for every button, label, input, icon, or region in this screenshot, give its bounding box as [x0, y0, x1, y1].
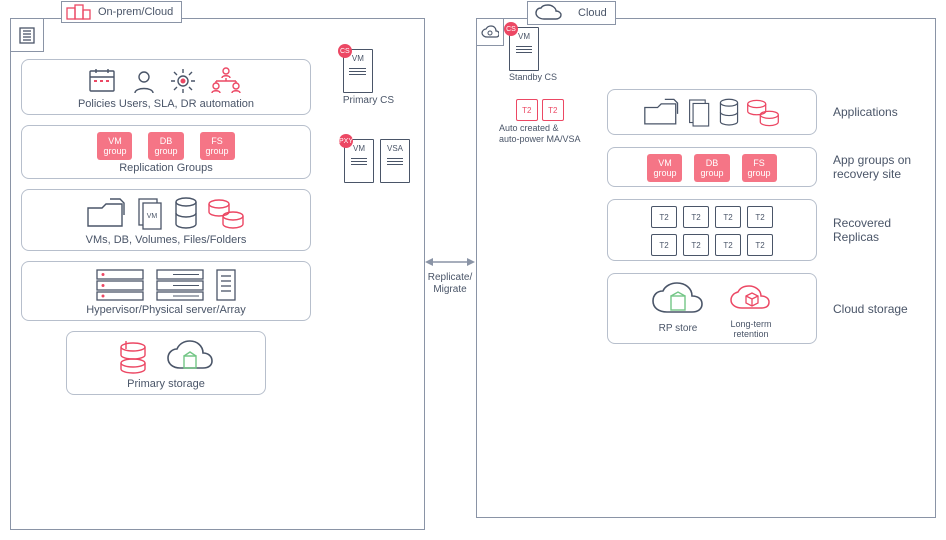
recovered-replicas-card: T2 T2 T2 T2 T2 T2 T2 T2 — [607, 199, 817, 261]
cloud-storage-card: RP store Long-term retention — [607, 273, 817, 344]
t2-replica: T2 — [683, 206, 709, 228]
fs-group-chip-r: FS group — [742, 154, 777, 182]
vm-group-chip: VM group — [97, 132, 132, 160]
onprem-cloud-region: On-prem/Cloud — [10, 18, 425, 530]
replication-groups-label: Replication Groups — [119, 162, 213, 174]
primary-cs-box: CS VM Primary CS — [343, 49, 394, 106]
t2-replica: T2 — [715, 234, 741, 256]
rp-store-label: RP store — [649, 323, 707, 334]
t2-replica: T2 — [683, 234, 709, 256]
vm-label-3: VM — [518, 32, 530, 41]
cloud-storage-label: Cloud storage — [833, 302, 908, 316]
vm-group-chip-r: VM group — [647, 154, 682, 182]
cloud-tab-label: Cloud — [578, 7, 607, 19]
database-icon — [172, 196, 200, 232]
vm-label: VM — [352, 54, 364, 63]
retention-icon — [727, 280, 775, 316]
onprem-cloud-tab: On-prem/Cloud — [61, 1, 182, 23]
vm-stack-icon: VM — [136, 196, 166, 232]
cloud-header-icon — [476, 18, 504, 46]
cloud-tab-icon — [532, 4, 572, 22]
t2-chip: T2 — [516, 99, 538, 121]
cs-badge-right: CS — [504, 22, 518, 36]
db-group-chip-r: DB group — [694, 154, 729, 182]
buildings-icon — [66, 4, 92, 20]
t2-replica: T2 — [651, 206, 677, 228]
vsa-label: VSA — [387, 144, 403, 153]
t2-replica: T2 — [747, 234, 773, 256]
disk-stack-icon — [116, 339, 150, 375]
vm-stack-icon-r — [687, 96, 713, 130]
t2-replica: T2 — [651, 234, 677, 256]
server-rack-icon — [95, 268, 145, 302]
server-rack-icon-2 — [155, 268, 205, 302]
app-groups-card: VM group DB group FS group — [607, 147, 817, 187]
t2-replica: T2 — [747, 206, 773, 228]
recovered-replicas-label: Recovered Replicas — [833, 216, 891, 244]
disks-icon-r — [745, 96, 781, 130]
t2-chip: T2 — [542, 99, 564, 121]
standby-cs-label: Standby CS — [509, 72, 557, 82]
db-group-chip: DB group — [148, 132, 183, 160]
workloads-card: VM VMs, DB, Vol — [21, 189, 311, 251]
app-groups-label: App groups on recovery site — [833, 153, 911, 181]
onprem-cloud-tab-label: On-prem/Cloud — [98, 6, 173, 18]
cs-badge: CS — [338, 44, 352, 58]
rp-store-icon — [649, 280, 707, 320]
building-header-icon — [10, 18, 44, 52]
vm-vsa-pair: PXY VM VSA — [344, 139, 410, 183]
calendar-icon — [88, 67, 120, 95]
policies-label: Policies Users, SLA, DR automation — [78, 98, 254, 110]
cloud-storage-icon — [164, 338, 216, 376]
cloud-region: Cloud CS VM Standby CS T2 T2 Auto create… — [476, 18, 936, 518]
t2-replica: T2 — [715, 206, 741, 228]
primary-cs-label: Primary CS — [343, 95, 394, 106]
org-icon — [208, 66, 244, 96]
svg-text:VM: VM — [147, 213, 158, 220]
auto-created-box: T2 T2 Auto created & auto-power MA/VSA — [499, 99, 581, 145]
infra-label: Hypervisor/Physical server/Array — [86, 304, 246, 316]
standby-cs-box: CS VM Standby CS — [509, 27, 557, 82]
applications-card — [607, 89, 817, 135]
replicate-arrow: Replicate/ Migrate — [425, 255, 475, 296]
database-icon-r — [717, 96, 741, 130]
policies-card: Policies Users, SLA, DR automation — [21, 59, 311, 115]
pxy-badge: PXY — [339, 134, 353, 148]
users-icon — [130, 67, 158, 95]
infra-card: Hypervisor/Physical server/Array — [21, 261, 311, 321]
primary-storage-card: Primary storage — [66, 331, 266, 395]
folder-doc-icon — [86, 196, 130, 232]
vm-label-2: VM — [353, 144, 365, 153]
folder-doc-icon-r — [643, 96, 683, 130]
auto-created-label: Auto created & auto-power MA/VSA — [499, 123, 581, 145]
replication-groups-card: VM group DB group FS group Replication G… — [21, 125, 311, 179]
disks-icon — [206, 196, 246, 232]
primary-storage-label: Primary storage — [127, 378, 205, 390]
applications-label: Applications — [833, 105, 898, 119]
workloads-label: VMs, DB, Volumes, Files/Folders — [86, 234, 247, 246]
array-icon — [215, 268, 237, 302]
cloud-tab: Cloud — [527, 1, 616, 25]
fs-group-chip: FS group — [200, 132, 235, 160]
gear-icon — [168, 66, 198, 96]
retention-label: Long-term retention — [727, 319, 775, 339]
replicate-label: Replicate/ Migrate — [425, 272, 475, 296]
